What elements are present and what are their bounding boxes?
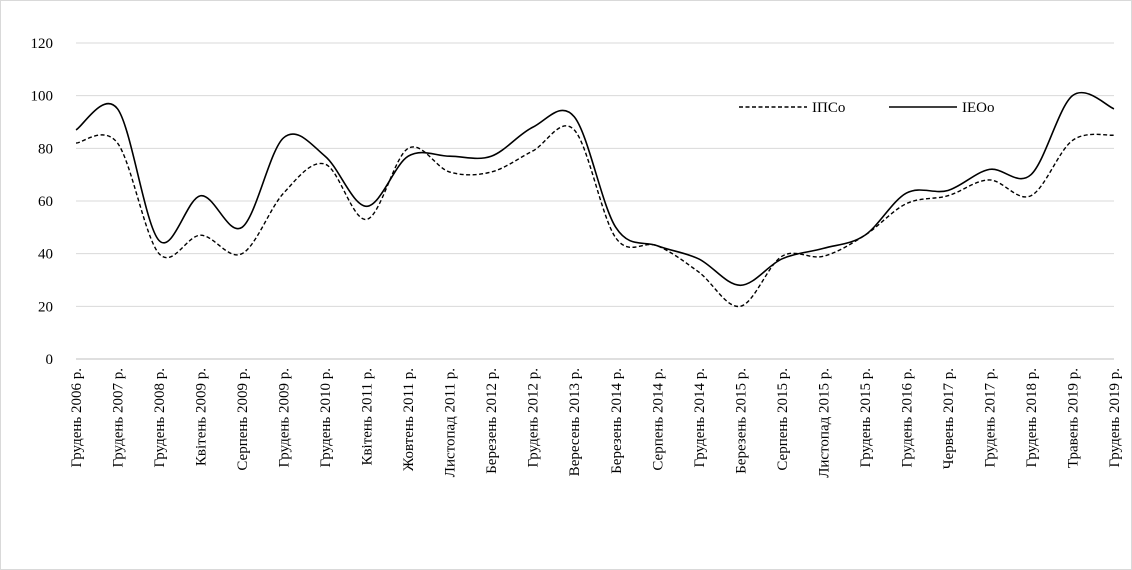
x-tick-label: Грудень 2019 р. [1107,368,1123,468]
y-tick-label: 0 [46,352,54,368]
series-lines [75,91,1115,308]
x-tick-label: Квітень 2009 р. [194,368,210,466]
x-tick-label: Грудень 2006 р. [69,368,85,468]
legend: ІПСо ІЕОо [739,100,995,116]
y-tick-label: 40 [38,247,53,263]
legend-label-1: ІПСо [812,100,845,116]
series-line-2 [75,91,1115,287]
x-tick-label: Грудень 2009 р. [277,368,293,468]
y-tick-label: 20 [38,299,53,315]
x-tick-label: Серпень 2014 р. [650,368,666,471]
x-tick-label: Грудень 2017 р. [982,368,998,468]
x-tick-label: Квітень 2011 р. [360,368,376,466]
x-tick-label: Червень 2017 р. [941,368,957,469]
x-tick-label: Березень 2012 р. [484,368,500,474]
x-tick-label: Листопад 2015 р. [816,368,832,478]
y-tick-label: 60 [38,194,53,210]
y-tick-label: 100 [31,89,54,105]
x-tick-label: Вересень 2013 р. [567,368,583,476]
x-tick-label: Грудень 2015 р. [858,368,874,468]
series-line-1 [75,125,1115,308]
x-tick-label: Серпень 2015 р. [775,368,791,471]
legend-label-2: ІЕОо [962,100,995,116]
x-tick-label: Листопад 2011 р. [443,368,459,477]
x-tick-label: Грудень 2012 р. [526,368,542,468]
y-axis-ticks: 0 20 40 60 80 100 120 [31,36,54,368]
x-tick-label: Грудень 2016 р. [899,368,915,468]
x-tick-label: Жовтень 2011 р. [401,368,417,471]
x-tick-label: Грудень 2018 р. [1024,368,1040,468]
x-tick-label: Грудень 2008 р. [152,368,168,468]
gridlines [76,42,1114,360]
x-tick-label: Грудень 2007 р. [111,368,127,468]
y-tick-label: 120 [31,36,54,52]
x-tick-label: Серпень 2009 р. [235,368,251,471]
y-tick-label: 80 [38,141,53,157]
x-axis-ticks: Грудень 2006 р. Грудень 2007 р. Грудень 20… [69,368,1123,478]
x-tick-label: Грудень 2010 р. [318,368,334,468]
x-tick-label: Травень 2019 р. [1065,368,1081,468]
x-tick-label: Грудень 2014 р. [692,368,708,468]
x-tick-label: Березень 2014 р. [609,368,625,474]
x-tick-label: Березень 2015 р. [733,368,749,474]
